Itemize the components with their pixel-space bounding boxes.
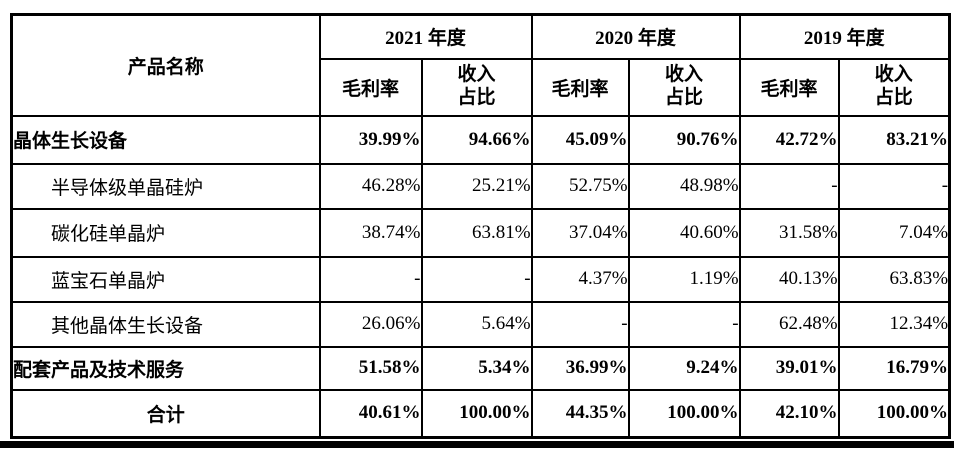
table-cell: 9.24% bbox=[627, 345, 741, 391]
table-cell: 7.04% bbox=[837, 207, 951, 258]
table-cell: 42.10% bbox=[738, 388, 840, 439]
table-cell: 63.81% bbox=[420, 207, 533, 258]
row-label: 碳化硅单晶炉 bbox=[10, 207, 321, 258]
table-cell: 1.19% bbox=[627, 255, 741, 303]
year-header-2020: 2020 年度 bbox=[530, 13, 741, 60]
revenue-share-header-2021: 收入占比 bbox=[420, 57, 533, 117]
table-cell: 100.00% bbox=[420, 388, 533, 439]
table-cell: 42.72% bbox=[738, 114, 840, 165]
row-label: 晶体生长设备 bbox=[10, 114, 321, 165]
table-cell: 94.66% bbox=[420, 114, 533, 165]
year-header-2021: 2021 年度 bbox=[318, 13, 533, 60]
table-cell: 44.35% bbox=[530, 388, 630, 439]
table-cell: 37.04% bbox=[530, 207, 630, 258]
table-cell: 5.34% bbox=[420, 345, 533, 391]
table-row-other-crystal-growth-equipment: 其他晶体生长设备 26.06% 5.64% - - 62.48% 12.34% bbox=[10, 300, 951, 348]
table-row-sapphire-furnace: 蓝宝石单晶炉 - - 4.37% 1.19% 40.13% 63.83% bbox=[10, 255, 951, 303]
table-cell: 40.61% bbox=[318, 388, 423, 439]
table-cell: 5.64% bbox=[420, 300, 533, 348]
table-cell: - bbox=[530, 300, 630, 348]
table-cell: 31.58% bbox=[738, 207, 840, 258]
revenue-share-label: 收入占比 bbox=[874, 64, 913, 108]
table-cell: 62.48% bbox=[738, 300, 840, 348]
table-cell: 100.00% bbox=[837, 388, 951, 439]
table-cell: - bbox=[627, 300, 741, 348]
table-cell: 90.76% bbox=[627, 114, 741, 165]
table-cell: 26.06% bbox=[318, 300, 423, 348]
table-cell: 83.21% bbox=[837, 114, 951, 165]
table-cell: 51.58% bbox=[318, 345, 423, 391]
table-row-silicon-carbide-furnace: 碳化硅单晶炉 38.74% 63.81% 37.04% 40.60% 31.58… bbox=[10, 207, 951, 258]
table-cell: 46.28% bbox=[318, 162, 423, 210]
row-label: 其他晶体生长设备 bbox=[10, 300, 321, 348]
revenue-share-header-2020: 收入占比 bbox=[627, 57, 741, 117]
row-label-total: 合计 bbox=[10, 388, 321, 439]
table-cell: 52.75% bbox=[530, 162, 630, 210]
table-cell: - bbox=[837, 162, 951, 210]
revenue-share-label: 收入占比 bbox=[665, 64, 704, 108]
product-name-header: 产品名称 bbox=[10, 13, 321, 117]
table-cell: 63.83% bbox=[837, 255, 951, 303]
gross-margin-header-2021: 毛利率 bbox=[318, 57, 423, 117]
table-cell: 39.01% bbox=[738, 345, 840, 391]
revenue-share-label: 收入占比 bbox=[457, 64, 496, 108]
table-row-semiconductor-silicon-furnace: 半导体级单晶硅炉 46.28% 25.21% 52.75% 48.98% - - bbox=[10, 162, 951, 210]
table-cell: 45.09% bbox=[530, 114, 630, 165]
table-cell: 36.99% bbox=[530, 345, 630, 391]
table-header-metric-row: 毛利率 收入占比 毛利率 收入占比 毛利率 收入占比 bbox=[12, 57, 951, 117]
row-label: 配套产品及技术服务 bbox=[10, 345, 321, 391]
table-cell: 12.34% bbox=[837, 300, 951, 348]
table-cell: - bbox=[318, 255, 423, 303]
table-cell: 40.13% bbox=[738, 255, 840, 303]
table-cell: 25.21% bbox=[420, 162, 533, 210]
table-cell: 4.37% bbox=[530, 255, 630, 303]
revenue-share-header-2019: 收入占比 bbox=[837, 57, 951, 117]
row-label: 蓝宝石单晶炉 bbox=[10, 255, 321, 303]
page-bottom-horizontal-rule bbox=[0, 441, 954, 448]
table-cell: - bbox=[738, 162, 840, 210]
table-cell: 39.99% bbox=[318, 114, 423, 165]
table-header-year-row: 产品名称 2021 年度 2020 年度 2019 年度 bbox=[10, 13, 951, 117]
table-row-total: 合计 40.61% 100.00% 44.35% 100.00% 42.10% … bbox=[10, 388, 951, 439]
table-cell: 100.00% bbox=[627, 388, 741, 439]
table-row-supporting-products-services: 配套产品及技术服务 51.58% 5.34% 36.99% 9.24% 39.0… bbox=[10, 345, 951, 391]
table-cell: 40.60% bbox=[627, 207, 741, 258]
gross-margin-header-2020: 毛利率 bbox=[530, 57, 630, 117]
table-cell: 48.98% bbox=[627, 162, 741, 210]
table-cell: - bbox=[420, 255, 533, 303]
margin-revenue-table: 产品名称 2021 年度 2020 年度 2019 年度 毛利率 收入占比 毛利… bbox=[10, 13, 952, 439]
year-header-2019: 2019 年度 bbox=[738, 13, 951, 60]
table-cell: 38.74% bbox=[318, 207, 423, 258]
table-cell: 16.79% bbox=[837, 345, 951, 391]
table-row-crystal-growth-equipment: 晶体生长设备 39.99% 94.66% 45.09% 90.76% 42.72… bbox=[10, 114, 951, 165]
gross-margin-header-2019: 毛利率 bbox=[738, 57, 840, 117]
row-label: 半导体级单晶硅炉 bbox=[10, 162, 321, 210]
